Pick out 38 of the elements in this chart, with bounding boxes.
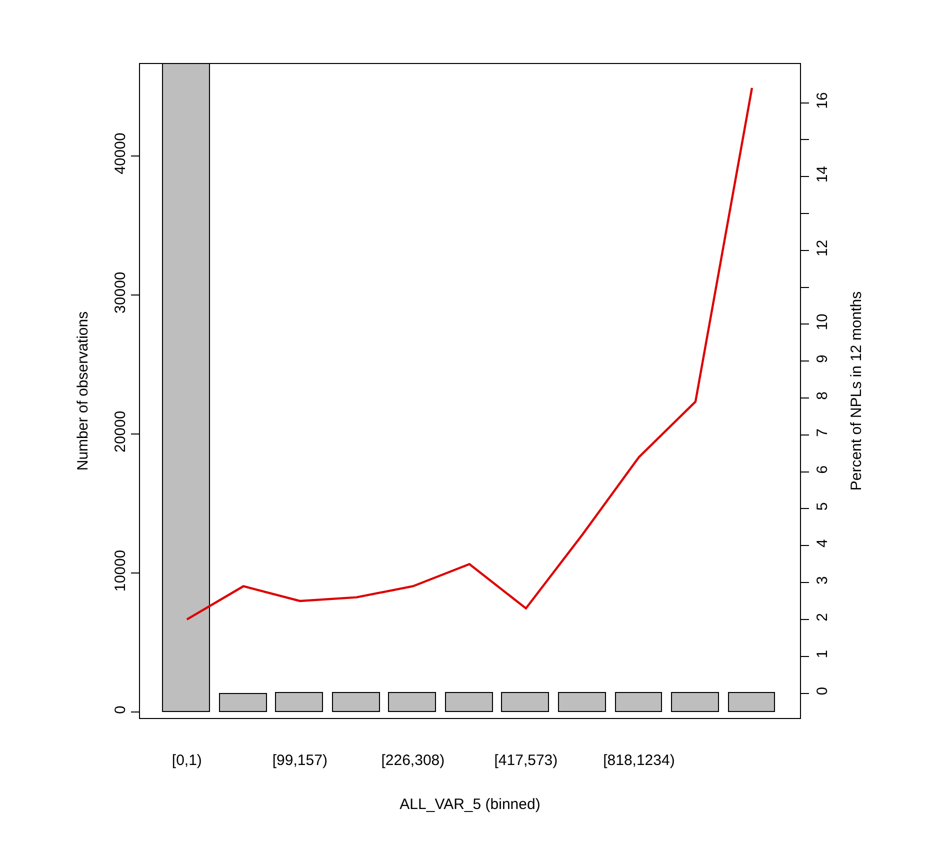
y-axis-title: Number of observations	[74, 311, 92, 471]
bar	[332, 692, 380, 712]
y2-tick-label: 3	[814, 576, 831, 584]
bar	[501, 692, 549, 712]
y2-tick-label: 14	[814, 166, 831, 183]
x-tick-label: [818,1234)	[603, 752, 675, 769]
y-tick-label: 0	[112, 706, 129, 714]
x-axis-title: ALL_VAR_5 (binned)	[400, 796, 540, 813]
bar	[445, 692, 493, 712]
y2-axis-title: Percent of NPLs in 12 months	[848, 291, 865, 491]
x-tick-label: [99,157)	[272, 752, 328, 769]
y2-tick-label: 10	[814, 314, 831, 330]
bar	[728, 692, 775, 712]
x-tick-label: [417,573)	[494, 752, 558, 769]
y2-tick-label: 0	[814, 686, 831, 696]
x-tick-label: [0,1)	[172, 752, 202, 769]
y-tick-label: 40000	[112, 132, 129, 174]
line-series	[186, 86, 754, 621]
y2-tick-label: 12	[814, 240, 831, 256]
bar	[388, 692, 436, 712]
y2-tick-label: 7	[814, 428, 831, 437]
bar	[558, 692, 606, 712]
bar	[275, 692, 323, 712]
y2-tick-label: 8	[814, 392, 831, 400]
bar	[615, 692, 662, 712]
y2-tick-label: 2	[814, 613, 831, 622]
x-tick-label: [226,308)	[381, 752, 445, 769]
y2-tick-label: 6	[814, 465, 831, 474]
y2-tick-label: 9	[814, 354, 831, 364]
y-tick-label: 10000	[112, 550, 129, 592]
y2-tick-label: 5	[814, 502, 831, 511]
y-tick-label: 20000	[112, 410, 129, 453]
y-tick-label: 30000	[112, 272, 129, 314]
bar	[671, 692, 719, 712]
y2-tick-label: 4	[814, 539, 831, 548]
bar	[219, 693, 267, 712]
y2-tick-label: 1	[814, 650, 831, 658]
y2-tick-label: 16	[814, 92, 831, 109]
